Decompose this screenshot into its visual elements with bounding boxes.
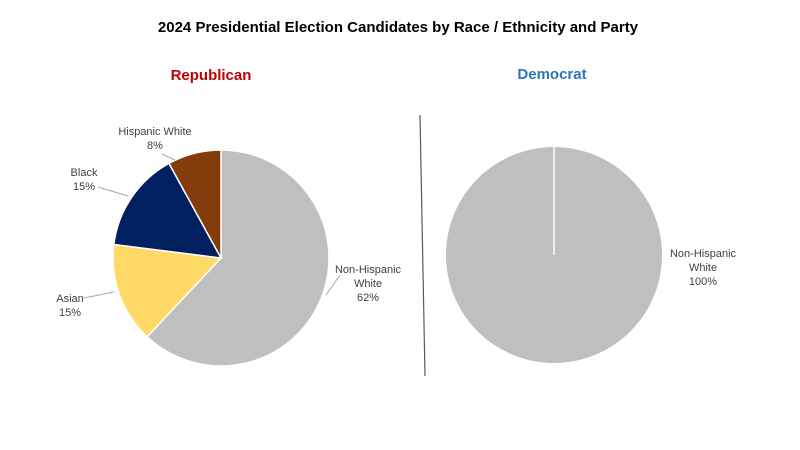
republican-label-hispanic-white: Hispanic White 8% (118, 126, 191, 152)
republican-slice-non-hispanic-white (146, 149, 330, 367)
chart-title: 2024 Presidential Election Candidates by… (158, 19, 639, 36)
republican-slice-hispanic-white (167, 149, 222, 259)
republican-label-non-hispanic-white: Non-Hispanic White 62% (335, 264, 402, 304)
republican-slice-black (113, 162, 223, 259)
panel-divider (419, 114, 426, 377)
republican-label-black: Black 15% (71, 167, 98, 193)
republican-label-asian: Asian 15% (56, 293, 84, 319)
republican-leader-hispanic-white (161, 153, 176, 161)
democrat-label-non-hispanic-white: Non-Hispanic White 100% (670, 248, 737, 288)
republican-pie: Non-Hispanic White 62% Asian 15% Black 15% Hisp… (56, 126, 402, 367)
republican-slice-asian (112, 243, 223, 338)
democrat-panel-title: Democrat (517, 66, 586, 83)
republican-panel-title: Republican (171, 67, 252, 84)
republican-leader-black (97, 186, 129, 197)
democrat-pie: Non-Hispanic White 100% (446, 147, 737, 363)
republican-leader-non-hispanic-white (325, 274, 341, 296)
republican-leader-asian (83, 291, 115, 299)
